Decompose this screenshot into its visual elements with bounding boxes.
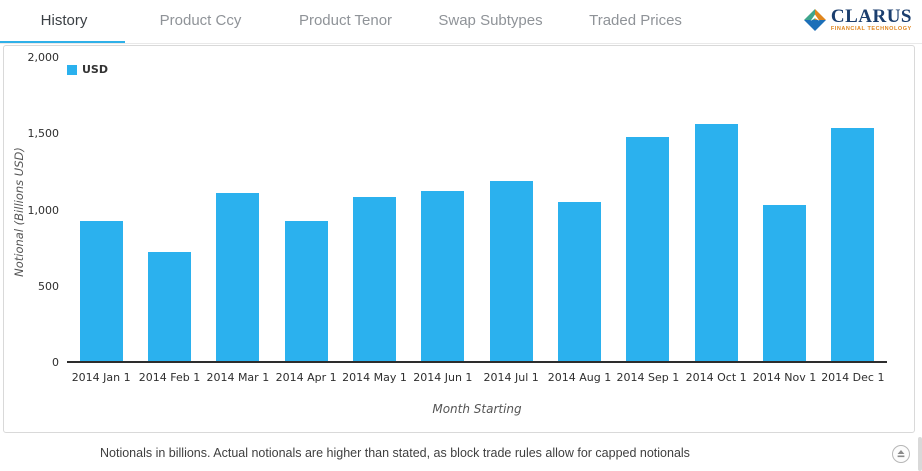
eject-icon — [897, 450, 905, 458]
logo-subtitle: FINANCIAL TECHNOLOGY — [830, 26, 912, 32]
legend-swatch — [67, 64, 77, 75]
x-tick-label: 2014 Jul 1 — [483, 371, 539, 384]
bar-2014-mar-1[interactable] — [216, 193, 260, 361]
x-tick-label: 2014 Nov 1 — [752, 371, 817, 384]
y-tick-label: 500 — [38, 279, 59, 293]
scroll-to-top-button[interactable] — [892, 445, 910, 463]
active-tab-indicator — [0, 41, 125, 44]
x-tick-label: 2014 Oct 1 — [685, 371, 747, 384]
tab-product-ccy[interactable]: Product Ccy — [159, 12, 242, 29]
x-tick-label: 2014 Aug 1 — [547, 371, 612, 384]
bar-2014-sep-1[interactable] — [626, 136, 670, 361]
x-axis-title: Month Starting — [432, 402, 522, 416]
x-tick-label: 2014 Mar 1 — [206, 371, 270, 384]
bar-2014-jul-1[interactable] — [489, 181, 533, 361]
tab-bar: History Product Ccy Product Tenor Swap S… — [0, 0, 922, 44]
bar-2014-jun-1[interactable] — [421, 190, 465, 361]
tab-product-tenor[interactable]: Product Tenor — [298, 12, 393, 29]
bar-2014-feb-1[interactable] — [148, 251, 191, 361]
plot-area: 2014 Jan 1 2014 Feb 1 2014 Mar 1 2014 Apr 1… — [67, 58, 887, 384]
y-tick-label: 2,000 — [27, 51, 60, 64]
legend-item-usd[interactable]: USD — [67, 63, 108, 76]
bar-chart: USD Notional (Billions USD) 2014 Jan 1 20… — [4, 46, 914, 432]
x-tick-label: 2014 Jan 1 — [71, 371, 131, 384]
bar-2014-dec-1[interactable] — [831, 127, 875, 361]
footer-note: Notionals in billions. Actual notionals … — [100, 446, 690, 460]
x-tick-label: 2014 Sep 1 — [616, 371, 680, 384]
x-tick-label: 2014 Jun 1 — [413, 371, 473, 384]
y-tick-label: 1,500 — [27, 127, 60, 141]
x-tick-label: 2014 Apr 1 — [275, 371, 337, 384]
logo-text: CLARUS FINANCIAL TECHNOLOGY — [831, 7, 912, 33]
tab-history[interactable]: History — [40, 12, 88, 29]
tab-traded-prices[interactable]: Traded Prices — [589, 12, 682, 29]
x-tick-label: 2014 Feb 1 — [138, 371, 201, 384]
x-tick-label: 2014 Dec 1 — [821, 371, 885, 384]
legend-label: USD — [82, 63, 108, 76]
y-tick-label: 0 — [52, 356, 59, 369]
bar-2014-jan-1[interactable] — [79, 220, 123, 361]
bar-2014-nov-1[interactable] — [763, 205, 806, 361]
header-divider — [0, 43, 922, 44]
footer: Notionals in billions. Actual notionals … — [0, 434, 922, 471]
tab-list: History Product Ccy Product Tenor Swap S… — [0, 0, 922, 41]
clarus-diamond-icon — [803, 8, 826, 31]
y-tick-label: 1,000 — [27, 203, 60, 217]
chart-panel: USD Notional (Billions USD) 2014 Jan 1 20… — [3, 45, 915, 433]
bar-2014-apr-1[interactable] — [284, 221, 328, 361]
page-scrollbar[interactable] — [918, 437, 922, 471]
bar-2014-aug-1[interactable] — [558, 202, 601, 361]
tab-swap-subtypes[interactable]: Swap Subtypes — [438, 12, 543, 29]
clarus-logo[interactable]: CLARUS FINANCIAL TECHNOLOGY — [803, 7, 912, 33]
x-tick-label: 2014 May 1 — [342, 371, 407, 384]
bar-2014-may-1[interactable] — [353, 197, 396, 361]
logo-title: CLARUS — [830, 6, 912, 27]
bar-2014-oct-1[interactable] — [694, 123, 738, 361]
